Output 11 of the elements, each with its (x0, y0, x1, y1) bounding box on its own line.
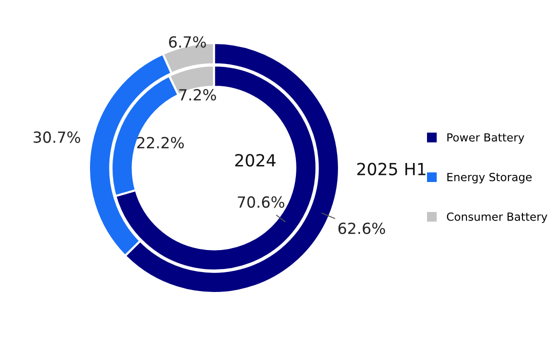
data-label: 22.2% (137, 136, 184, 148)
data-label: 30.7% (34, 131, 80, 143)
slice-label: 2025 H1 (357, 162, 426, 176)
legend-label: Energy Storage (447, 172, 532, 184)
data-label: 6.7% (169, 36, 206, 48)
data-label: 7.2% (179, 89, 216, 101)
slice-label: 2024 (235, 154, 276, 167)
data-label: 70.6% (238, 196, 284, 208)
legend-label: Consumer Battery (446, 212, 548, 224)
data-label: 62.6% (338, 222, 386, 234)
legend-label: Power Battery (447, 133, 524, 144)
